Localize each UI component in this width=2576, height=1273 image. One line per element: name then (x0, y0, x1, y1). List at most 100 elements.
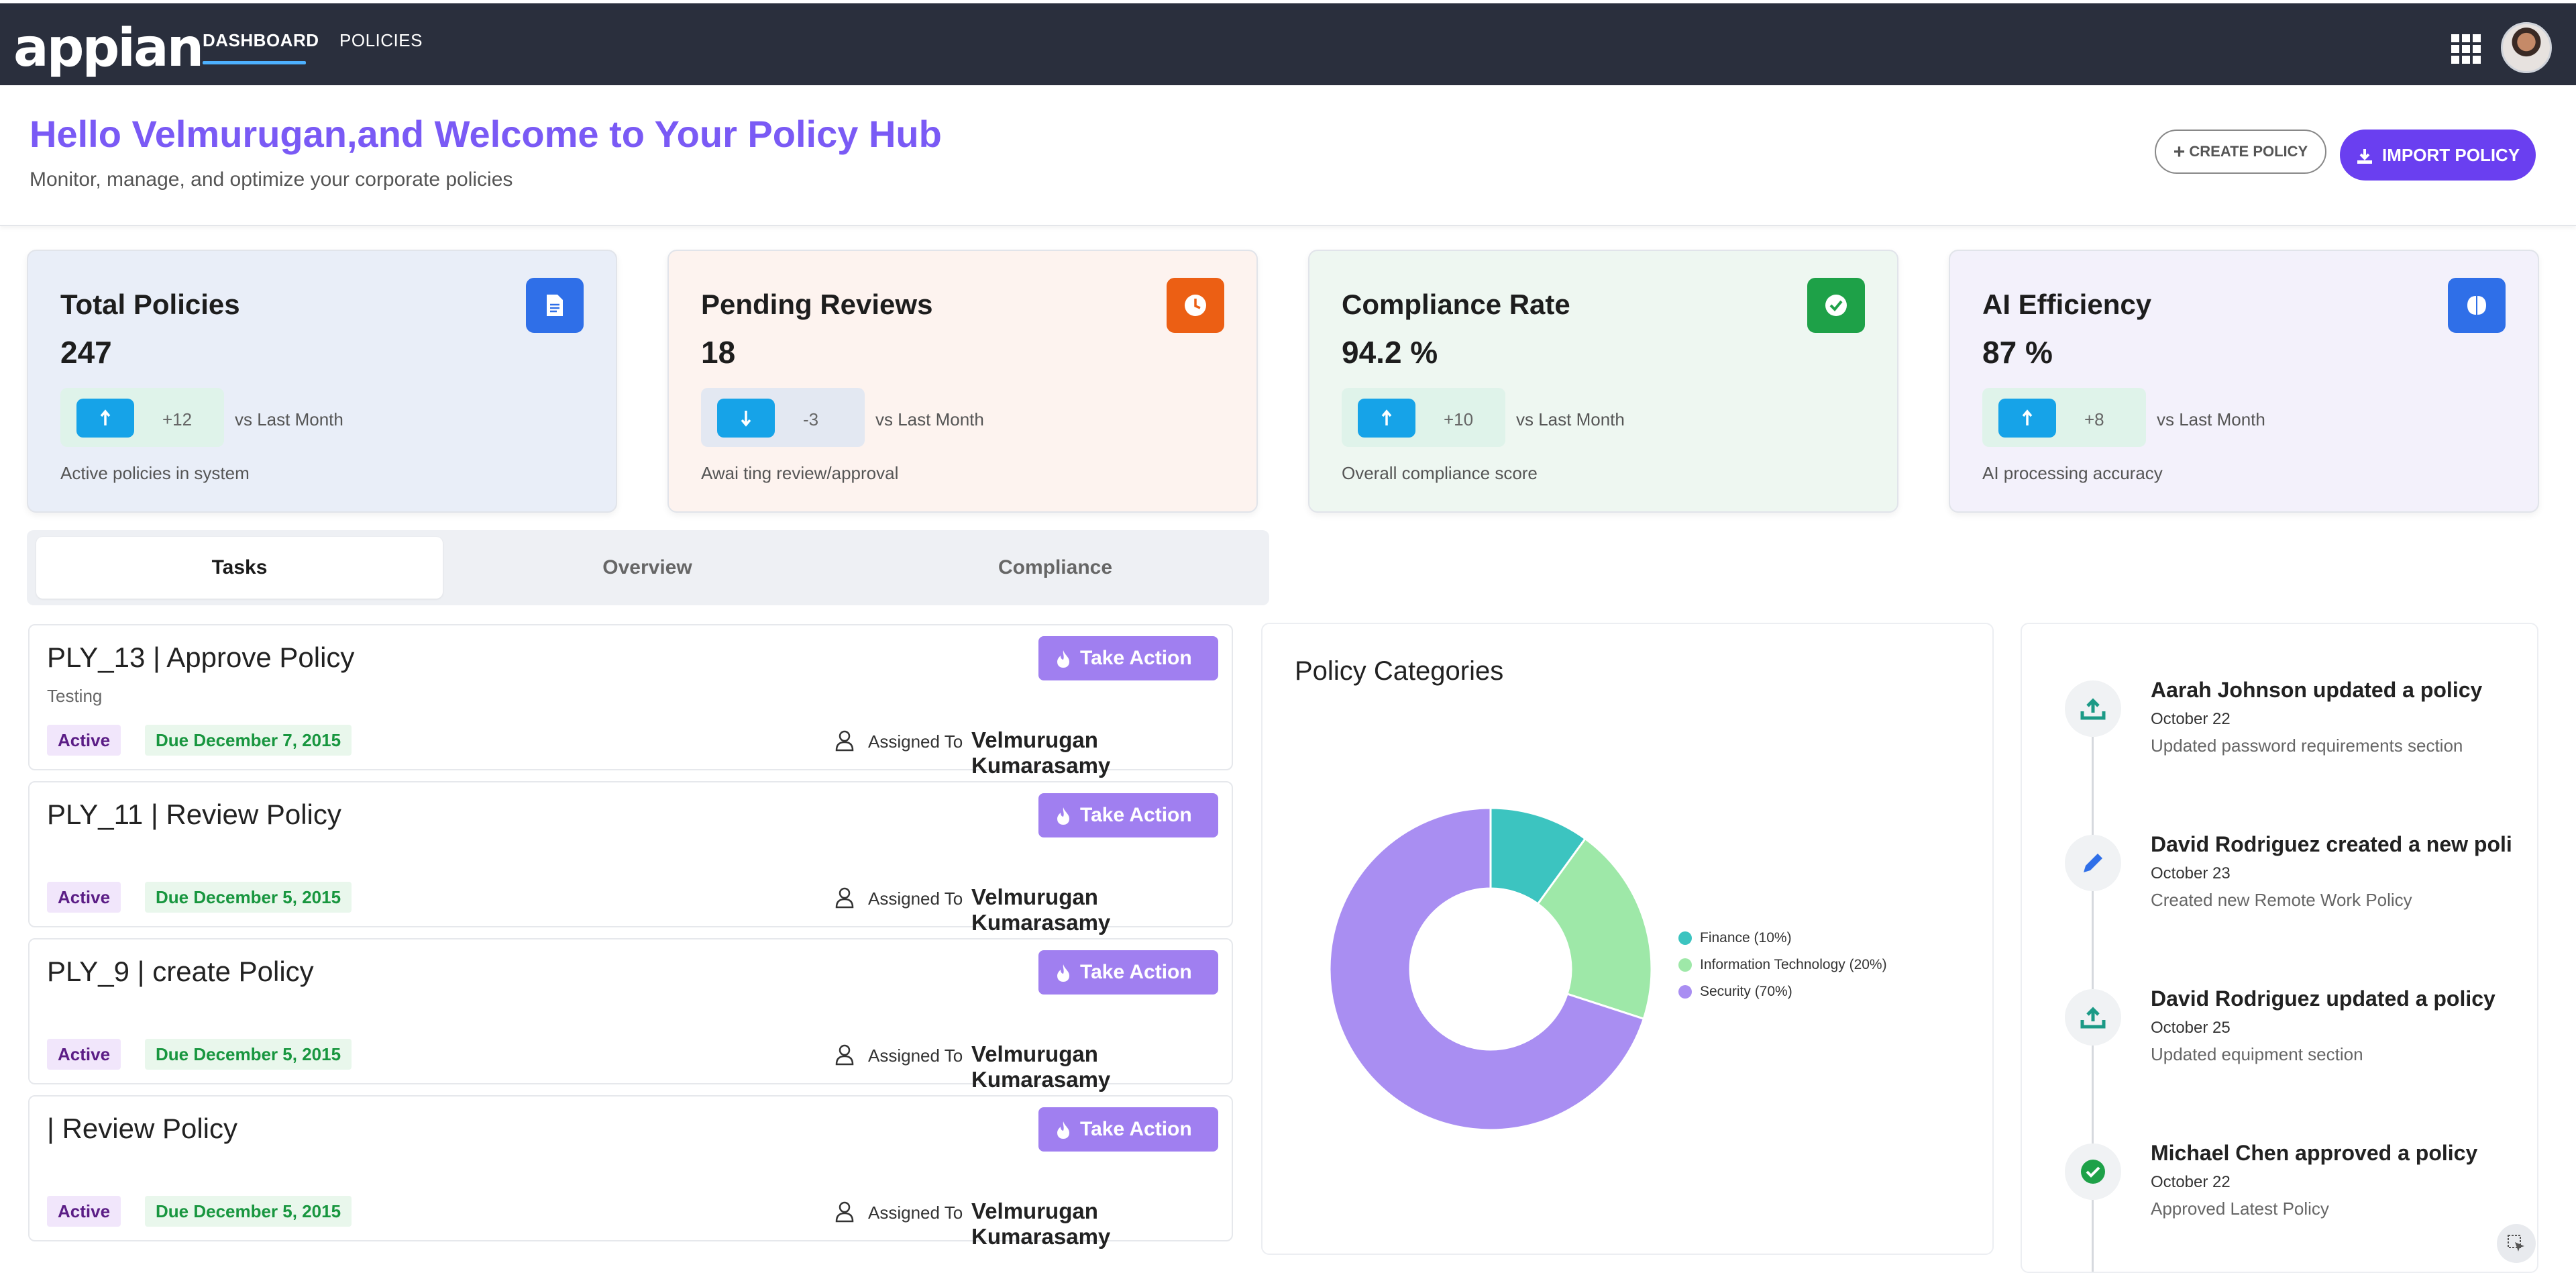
assigned-to-label: Assigned To (868, 1046, 963, 1066)
task-title[interactable]: PLY_9 | create Policy (47, 956, 314, 987)
legend-item[interactable]: Security (70%) (1678, 978, 1887, 1005)
appian-logo[interactable]: appian (13, 18, 204, 79)
user-avatar[interactable] (2501, 22, 2552, 73)
user-icon (835, 1201, 854, 1223)
trend-badge: +10 (1342, 388, 1505, 447)
activity-title: Aarah Johnson updated a policy (2151, 678, 2483, 702)
trend-compare-label: vs Last Month (2157, 409, 2265, 429)
import-policy-button[interactable]: IMPORT POLICY (2340, 130, 2536, 181)
document-icon (526, 278, 584, 333)
task-title[interactable]: PLY_11 | Review Policy (47, 799, 341, 830)
task-card[interactable]: PLY_9 | create Policy Take Action Active… (28, 938, 1233, 1092)
status-badge: Active (47, 725, 121, 756)
stat-value: 87 % (1982, 335, 2053, 370)
stat-title: Pending Reviews (701, 289, 933, 320)
trend-delta: +8 (2084, 409, 2104, 429)
legend-item[interactable]: Finance (10%) (1678, 925, 1887, 952)
activity-description: Approved Latest Policy (2151, 1199, 2329, 1219)
legend-label: Finance (10%) (1700, 930, 1792, 946)
status-badge: Active (47, 1196, 121, 1227)
legend-swatch (1678, 985, 1692, 999)
task-card[interactable]: | Review Policy Take Action Active Due D… (28, 1095, 1233, 1249)
nav-active-indicator (203, 61, 306, 64)
activity-date: October 25 (2151, 1019, 2231, 1037)
chart-title: Policy Categories (1295, 656, 1504, 686)
task-subtitle: Testing (47, 686, 103, 706)
activity-description: Created new Remote Work Policy (2151, 890, 2412, 910)
tab-overview[interactable]: Overview (602, 556, 692, 578)
create-policy-button[interactable]: + CREATE POLICY (2155, 130, 2326, 174)
take-action-label: Take Action (1080, 804, 1192, 826)
arrow-up-icon (1358, 399, 1415, 438)
arrow-down-icon (717, 399, 775, 438)
page-header: Hello Velmurugan,and Welcome to Your Pol… (0, 85, 2576, 226)
top-nav: appian DASHBOARD POLICIES (0, 3, 2576, 85)
trend-compare-label: vs Last Month (235, 409, 343, 429)
nav-tab-dashboard[interactable]: DASHBOARD (203, 30, 319, 50)
user-icon (835, 730, 854, 752)
check-circle-icon (2065, 1143, 2121, 1200)
legend-swatch (1678, 931, 1692, 945)
cursor-assist-button[interactable] (2497, 1224, 2536, 1263)
due-date-badge: Due December 5, 2015 (145, 1196, 352, 1227)
donut-slice-information-technology[interactable] (1536, 837, 1653, 1021)
fire-icon (1057, 964, 1069, 982)
donut-slice-security[interactable] (1328, 807, 1646, 1131)
page-title: Hello Velmurugan,and Welcome to Your Pol… (30, 113, 942, 155)
stat-title: AI Efficiency (1982, 289, 2152, 320)
tab-tasks[interactable]: Tasks (36, 537, 443, 599)
plus-icon: + (2173, 141, 2186, 164)
nav-tab-policies[interactable]: POLICIES (339, 30, 423, 50)
trend-delta: +12 (162, 409, 193, 429)
activity-title: Michael Chen approved a policy (2151, 1141, 2478, 1165)
task-card[interactable]: PLY_13 | Approve Policy Testing Take Act… (28, 624, 1233, 778)
activity-title: David Rodriguez updated a policy (2151, 986, 2496, 1011)
stat-description: Awai ting review/approval (701, 463, 899, 483)
trend-badge: +12 (60, 388, 224, 447)
task-card[interactable]: PLY_11 | Review Policy Take Action Activ… (28, 781, 1233, 935)
page-subtitle: Monitor, manage, and optimize your corpo… (30, 168, 513, 191)
stat-card-ai-efficiency: AI Efficiency 87 % +8 vs Last Month AI p… (1949, 250, 2539, 513)
status-badge: Active (47, 1039, 121, 1070)
activity-date: October 22 (2151, 1173, 2231, 1191)
take-action-button[interactable]: Take Action (1038, 793, 1218, 837)
user-icon (835, 1044, 854, 1066)
tab-compliance[interactable]: Compliance (998, 556, 1113, 578)
stat-title: Compliance Rate (1342, 289, 1570, 320)
trend-badge: +8 (1982, 388, 2146, 447)
brain-icon (2448, 278, 2506, 333)
activity-description: Updated equipment section (2151, 1044, 2363, 1064)
trend-delta: +10 (1444, 409, 1474, 429)
arrow-up-icon (1998, 399, 2056, 438)
due-date-badge: Due December 5, 2015 (145, 1039, 352, 1070)
chart-legend: Finance (10%) Information Technology (20%… (1678, 925, 1887, 1005)
fire-icon (1057, 807, 1069, 825)
take-action-button[interactable]: Take Action (1038, 636, 1218, 680)
assignee-name: Velmurugan Kumarasamy (971, 727, 1111, 778)
trend-compare-label: vs Last Month (875, 409, 984, 429)
clock-icon (1167, 278, 1224, 333)
dashboard-tabs: Tasks Overview Compliance (27, 530, 1269, 605)
user-icon (835, 887, 854, 909)
assignee-name: Velmurugan Kumarasamy (971, 884, 1111, 935)
arrow-up-icon (76, 399, 134, 438)
legend-swatch (1678, 958, 1692, 972)
status-badge: Active (47, 882, 121, 913)
upload-icon (2065, 989, 2121, 1046)
import-policy-label: IMPORT POLICY (2382, 145, 2520, 165)
assigned-to-label: Assigned To (868, 888, 963, 909)
activity-title: David Rodriguez created a new poli... (2151, 832, 2513, 856)
stat-description: Active policies in system (60, 463, 250, 483)
legend-item[interactable]: Information Technology (20%) (1678, 952, 1887, 978)
pencil-icon (2065, 835, 2121, 891)
task-title[interactable]: | Review Policy (47, 1113, 237, 1144)
policy-categories-panel: Policy Categories Finance (10%) Informati… (1261, 623, 1994, 1255)
trend-compare-label: vs Last Month (1516, 409, 1625, 429)
task-title[interactable]: PLY_13 | Approve Policy (47, 642, 355, 673)
take-action-button[interactable]: Take Action (1038, 950, 1218, 995)
grid-icon[interactable] (2451, 34, 2481, 64)
take-action-button[interactable]: Take Action (1038, 1107, 1218, 1152)
fire-icon (1057, 650, 1069, 668)
legend-label: Information Technology (20%) (1700, 957, 1887, 972)
trend-badge: -3 (701, 388, 865, 447)
